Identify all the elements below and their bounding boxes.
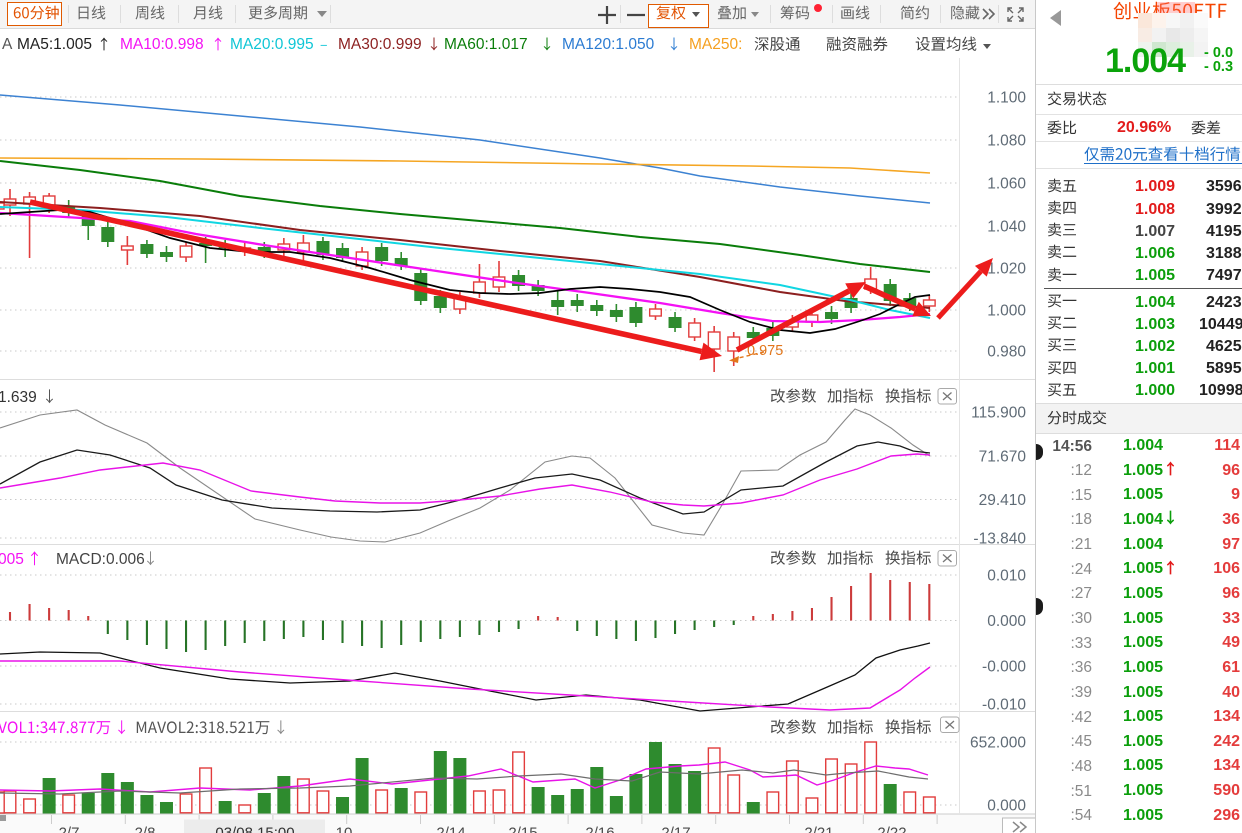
svg-text:1.000: 1.000 — [987, 302, 1026, 319]
svg-text:0.000: 0.000 — [987, 797, 1026, 814]
svg-text:1.040: 1.040 — [987, 218, 1026, 235]
svg-text:2/8: 2/8 — [135, 825, 156, 833]
svg-text:71.670: 71.670 — [979, 448, 1027, 465]
svg-text:0.980: 0.980 — [987, 343, 1026, 360]
svg-text:1.080: 1.080 — [987, 132, 1026, 149]
svg-text:115.900: 115.900 — [971, 404, 1026, 421]
svg-text:2/15: 2/15 — [508, 825, 537, 833]
svg-text:10: 10 — [336, 825, 353, 833]
svg-text:2/7: 2/7 — [59, 825, 80, 833]
svg-text:1.639: 1.639 — [0, 389, 37, 406]
svg-text:2/14: 2/14 — [436, 825, 465, 833]
svg-text:1.060: 1.060 — [987, 175, 1026, 192]
svg-text:2/16: 2/16 — [585, 825, 614, 833]
svg-text:0.010: 0.010 — [987, 567, 1026, 584]
svg-text:-13.840: -13.840 — [973, 530, 1026, 547]
svg-text:-0.010: -0.010 — [982, 696, 1026, 713]
svg-text:652.000: 652.000 — [970, 734, 1026, 751]
svg-text:2/21: 2/21 — [804, 825, 833, 833]
svg-text:1.100: 1.100 — [987, 89, 1026, 106]
svg-text:2/22: 2/22 — [877, 825, 906, 833]
svg-text:005: 005 — [0, 551, 24, 568]
svg-text:03/08 15:00: 03/08 15:00 — [215, 825, 294, 833]
svg-text:MACD:0.006: MACD:0.006 — [56, 551, 145, 568]
svg-text:29.410: 29.410 — [979, 492, 1027, 509]
svg-text:0.000: 0.000 — [987, 613, 1026, 630]
svg-text:2/17: 2/17 — [661, 825, 690, 833]
svg-text:-0.000: -0.000 — [982, 658, 1026, 675]
svg-text:1.020: 1.020 — [987, 260, 1026, 277]
svg-text:0.975: 0.975 — [747, 343, 783, 359]
